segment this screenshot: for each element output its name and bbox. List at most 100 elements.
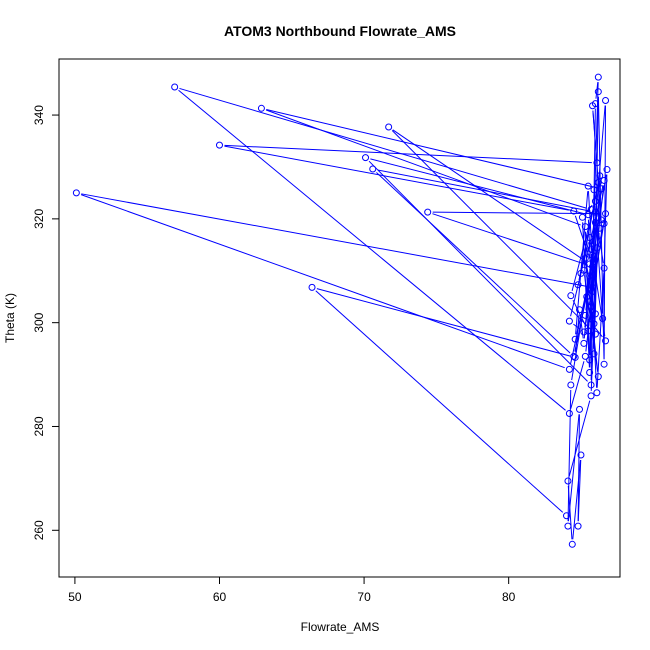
series-segment bbox=[266, 108, 597, 189]
data-point bbox=[578, 213, 586, 221]
data-point bbox=[424, 208, 432, 216]
data-point bbox=[600, 176, 608, 184]
data-point bbox=[591, 100, 599, 108]
series-segment bbox=[578, 180, 600, 280]
data-point bbox=[591, 197, 599, 205]
data-point bbox=[590, 350, 598, 358]
data-point bbox=[586, 260, 594, 268]
data-point bbox=[587, 392, 595, 400]
data-point bbox=[600, 264, 608, 272]
data-point bbox=[594, 88, 602, 96]
series-segment bbox=[432, 213, 588, 266]
series-segment bbox=[178, 89, 566, 411]
data-point bbox=[594, 373, 602, 381]
series-segment bbox=[577, 414, 580, 522]
data-point bbox=[567, 292, 575, 300]
series-segment bbox=[570, 361, 585, 409]
series-segment bbox=[432, 211, 601, 215]
data-point bbox=[600, 220, 608, 228]
data-point bbox=[567, 381, 575, 389]
y-tick-label: 300 bbox=[32, 312, 46, 332]
data-point bbox=[565, 365, 573, 373]
series-segment bbox=[370, 158, 584, 214]
data-point bbox=[597, 185, 605, 193]
y-tick-label: 320 bbox=[32, 209, 46, 229]
series-segment bbox=[592, 105, 606, 251]
data-point bbox=[590, 186, 598, 194]
data-point bbox=[570, 352, 578, 360]
x-axis-label: Flowrate_AMS bbox=[301, 620, 380, 634]
data-point bbox=[563, 512, 571, 520]
data-point bbox=[565, 410, 573, 418]
data-point bbox=[583, 293, 591, 301]
data-point bbox=[586, 356, 594, 364]
x-axis: 50 60 70 80 bbox=[68, 576, 516, 604]
data-point bbox=[577, 451, 585, 459]
series-segment bbox=[572, 299, 587, 327]
series-segment bbox=[567, 389, 572, 522]
data-point bbox=[574, 522, 582, 530]
data-point bbox=[591, 310, 599, 318]
series-segment bbox=[585, 263, 596, 310]
data-point bbox=[215, 141, 223, 149]
data-point bbox=[600, 360, 608, 368]
y-axis: 260 280 300 320 340 bbox=[32, 105, 60, 540]
data-point bbox=[586, 368, 594, 376]
series-segment bbox=[368, 160, 588, 382]
data-point bbox=[591, 208, 599, 216]
series-segment bbox=[391, 130, 593, 331]
x-tick-label: 50 bbox=[68, 590, 82, 604]
data-point bbox=[308, 283, 316, 291]
data-point bbox=[589, 251, 597, 259]
series-segment bbox=[315, 290, 564, 513]
y-tick-label: 260 bbox=[32, 520, 46, 540]
data-point bbox=[576, 405, 584, 413]
data-point bbox=[593, 389, 601, 397]
data-point bbox=[565, 317, 573, 325]
series-segment bbox=[80, 194, 565, 369]
chart-title: ATOM3 Northbound Flowrate_AMS bbox=[224, 23, 456, 39]
data-point bbox=[571, 353, 579, 361]
data-point bbox=[593, 159, 601, 167]
data-point bbox=[586, 272, 594, 280]
data-point bbox=[580, 339, 588, 347]
series-segment bbox=[224, 145, 569, 211]
series-segment bbox=[585, 263, 599, 372]
data-point bbox=[580, 328, 588, 336]
data-point bbox=[599, 315, 607, 323]
data-point bbox=[576, 306, 584, 314]
data-point bbox=[564, 477, 572, 485]
data-point bbox=[594, 73, 602, 81]
data-point bbox=[171, 83, 179, 91]
series-segment bbox=[179, 87, 587, 209]
series-segment bbox=[392, 129, 586, 262]
data-point bbox=[596, 172, 604, 180]
series-segment bbox=[265, 109, 581, 226]
data-point bbox=[602, 337, 610, 345]
data-point bbox=[602, 210, 610, 218]
series-segment bbox=[376, 172, 571, 354]
data-point bbox=[587, 303, 595, 311]
x-tick-label: 80 bbox=[502, 590, 516, 604]
data-point bbox=[602, 97, 610, 105]
data-point bbox=[591, 218, 599, 226]
series-segment bbox=[81, 193, 588, 287]
x-tick-label: 60 bbox=[213, 590, 227, 604]
y-tick-label: 340 bbox=[32, 105, 46, 125]
data-point bbox=[385, 123, 393, 131]
data-point bbox=[590, 320, 598, 328]
data-point bbox=[584, 327, 592, 335]
series-segment bbox=[595, 82, 599, 99]
data-point bbox=[369, 165, 377, 173]
data-point bbox=[362, 154, 370, 162]
data-point bbox=[586, 234, 594, 242]
data-point bbox=[581, 254, 589, 262]
data-point bbox=[584, 182, 592, 190]
data-point bbox=[568, 540, 576, 548]
data-point bbox=[596, 224, 604, 232]
data-point bbox=[581, 311, 589, 319]
x-tick-label: 70 bbox=[357, 590, 371, 604]
data-point bbox=[589, 288, 597, 296]
data-point bbox=[571, 335, 579, 343]
